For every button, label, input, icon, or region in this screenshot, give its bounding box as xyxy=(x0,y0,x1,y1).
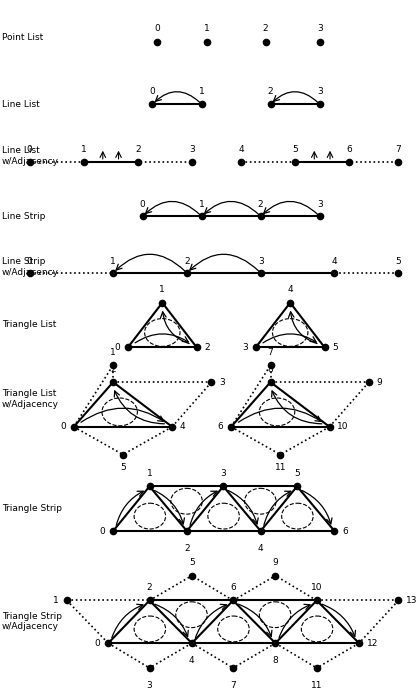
Text: 5: 5 xyxy=(292,145,298,154)
Text: Triangle Strip
w/Adjacency: Triangle Strip w/Adjacency xyxy=(2,612,62,631)
Text: 1: 1 xyxy=(199,87,204,96)
Text: 4: 4 xyxy=(258,544,264,553)
Text: 2: 2 xyxy=(184,544,190,553)
Text: 2: 2 xyxy=(263,24,269,33)
Text: 2: 2 xyxy=(204,343,210,352)
Text: 5: 5 xyxy=(189,558,195,567)
Text: 4: 4 xyxy=(180,422,186,431)
Text: 13: 13 xyxy=(406,596,418,605)
Text: 3: 3 xyxy=(189,145,195,154)
Text: 1: 1 xyxy=(147,469,153,478)
Text: 0: 0 xyxy=(140,200,145,209)
Text: Line Strip
w/Adjacency: Line Strip w/Adjacency xyxy=(2,257,59,276)
Text: 7: 7 xyxy=(268,348,273,357)
Text: 5: 5 xyxy=(396,256,401,265)
Text: 2: 2 xyxy=(135,145,140,154)
Text: 3: 3 xyxy=(147,681,153,690)
Text: 3: 3 xyxy=(242,343,248,352)
Text: Line List
w/Adjacency: Line List w/Adjacency xyxy=(2,146,59,166)
Text: 4: 4 xyxy=(331,256,337,265)
Text: 0: 0 xyxy=(155,24,160,33)
Text: 1: 1 xyxy=(53,596,59,605)
Text: 3: 3 xyxy=(317,87,323,96)
Text: 3: 3 xyxy=(220,469,226,478)
Text: Line Strip: Line Strip xyxy=(2,212,45,221)
Text: 5: 5 xyxy=(120,463,126,472)
Text: 1: 1 xyxy=(81,145,86,154)
Text: 6: 6 xyxy=(342,527,348,536)
Text: 1: 1 xyxy=(199,200,204,209)
Text: 7: 7 xyxy=(396,145,401,154)
Text: 0: 0 xyxy=(60,422,66,431)
Text: 7: 7 xyxy=(230,681,236,690)
Text: 4: 4 xyxy=(189,656,194,665)
Text: 6: 6 xyxy=(347,145,352,154)
Text: 3: 3 xyxy=(258,256,264,265)
Text: 1: 1 xyxy=(110,256,116,265)
Text: 12: 12 xyxy=(367,638,378,647)
Text: Point List: Point List xyxy=(2,33,43,42)
Text: 0: 0 xyxy=(114,343,120,352)
Text: Triangle Strip: Triangle Strip xyxy=(2,504,62,513)
Text: 5: 5 xyxy=(332,343,338,352)
Text: 3: 3 xyxy=(317,24,323,33)
Text: 0: 0 xyxy=(95,638,100,647)
Text: 8: 8 xyxy=(272,656,278,665)
Text: 1: 1 xyxy=(204,24,210,33)
Text: 10: 10 xyxy=(337,422,349,431)
Text: 2: 2 xyxy=(258,200,264,209)
Text: 0: 0 xyxy=(150,87,155,96)
Text: 2: 2 xyxy=(268,87,273,96)
Text: 0: 0 xyxy=(99,527,105,536)
Text: 10: 10 xyxy=(311,583,323,592)
Text: 2: 2 xyxy=(184,256,190,265)
Text: 0: 0 xyxy=(27,256,32,265)
Text: 11: 11 xyxy=(311,681,323,690)
Text: Triangle List: Triangle List xyxy=(2,320,56,329)
Text: 8: 8 xyxy=(268,365,273,374)
Text: 6: 6 xyxy=(230,583,236,592)
Text: 3: 3 xyxy=(317,200,323,209)
Text: 11: 11 xyxy=(274,463,286,472)
Text: Triangle List
w/Adjacency: Triangle List w/Adjacency xyxy=(2,389,59,408)
Text: 9: 9 xyxy=(377,377,383,387)
Text: 5: 5 xyxy=(294,469,300,478)
Text: 3: 3 xyxy=(220,377,225,387)
Text: Line List: Line List xyxy=(2,100,40,108)
Text: 9: 9 xyxy=(272,558,278,567)
Text: 2: 2 xyxy=(110,365,116,374)
Text: 2: 2 xyxy=(147,583,153,592)
Text: 1: 1 xyxy=(159,285,165,294)
Text: 4: 4 xyxy=(287,285,293,294)
Text: 1: 1 xyxy=(110,348,116,357)
Text: 0: 0 xyxy=(27,145,32,154)
Text: 6: 6 xyxy=(217,422,223,431)
Text: 4: 4 xyxy=(238,145,244,154)
